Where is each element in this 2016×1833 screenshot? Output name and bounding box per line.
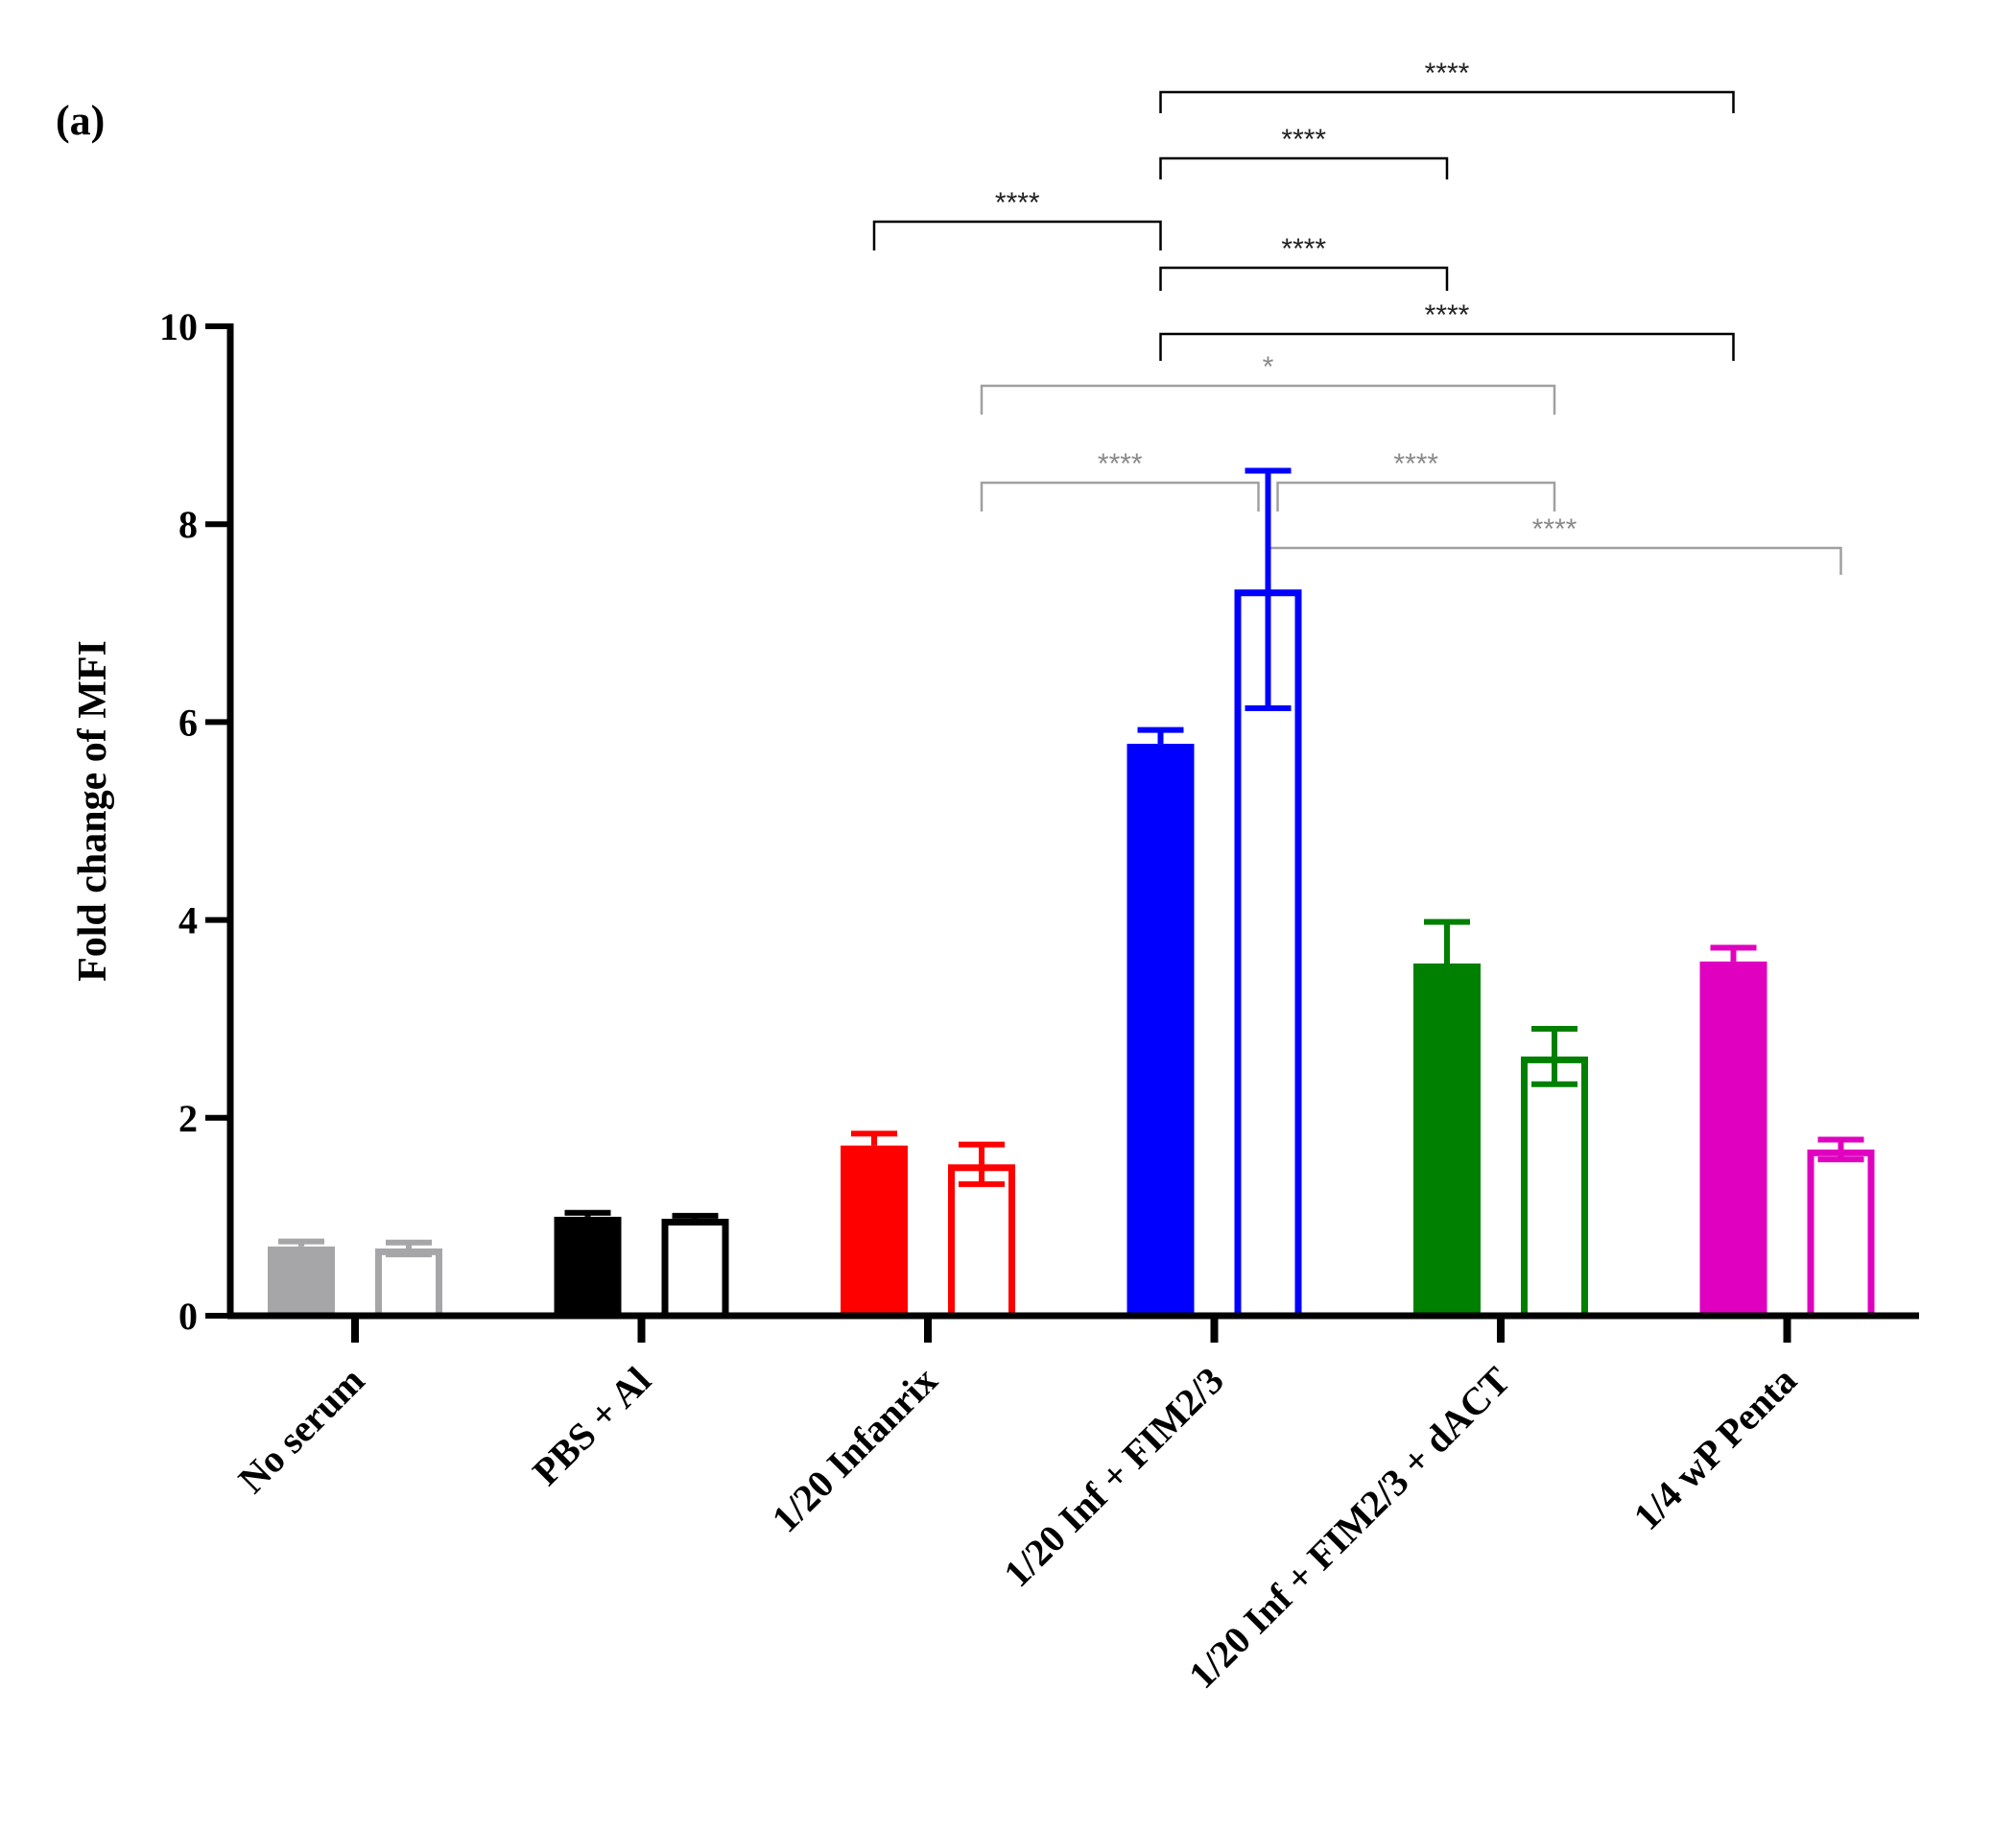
bracket-label-4: ****: [1425, 299, 1470, 331]
bracket-1: [1159, 156, 1449, 179]
bracket-label-1: ****: [1281, 124, 1326, 155]
bar-filled-no-serum: [268, 1246, 335, 1316]
x-tick-label-1: PBS + Al: [524, 1359, 659, 1494]
y-axis-label: Fold change of MFI: [71, 640, 115, 982]
bar-filled-1-4-wp-penta: [1699, 961, 1767, 1316]
bar-open-no-serum: [375, 1248, 442, 1320]
bracket-7: [1276, 481, 1556, 512]
bracket-label-7: ****: [1393, 448, 1438, 480]
x-tick-label-3: 1/20 Inf + FIM2/3: [995, 1359, 1232, 1596]
bar-filled-1-20-inf-fim2-3: [1127, 744, 1195, 1316]
significance-brackets: ************************* ********: [872, 58, 1842, 575]
axes: [205, 323, 1919, 1343]
bar-filled-pbs-al: [554, 1216, 622, 1316]
bracket-3: [1159, 266, 1449, 291]
bar-open-1-4-wp-penta: [1807, 1149, 1875, 1320]
bracket-2: [872, 220, 1162, 250]
y-tick-label-0: 0: [178, 1295, 198, 1338]
bar-open-1-20-infanrix: [948, 1164, 1015, 1320]
bracket-label-2: ****: [995, 187, 1040, 219]
bracket-label-3: ****: [1281, 233, 1326, 265]
y-tick-label-6: 6: [178, 701, 198, 744]
bar-open-pbs-al: [661, 1218, 729, 1320]
bracket-0: [1159, 90, 1735, 113]
y-tick-label-8: 8: [178, 503, 198, 546]
bracket-label-0: ****: [1425, 58, 1470, 89]
x-tick-label-0: No serum: [229, 1359, 372, 1502]
bracket-label-5: *: [1263, 351, 1274, 383]
y-tick-label-4: 4: [178, 899, 198, 942]
bar-filled-1-20-inf-fim2-3-dact: [1413, 963, 1481, 1316]
bracket-label-6: ****: [1098, 448, 1143, 480]
bar-filled-1-20-infanrix: [841, 1145, 908, 1316]
bracket-4: [1159, 332, 1735, 361]
y-tick-label-2: 2: [178, 1097, 198, 1140]
bracket-label-8: ****: [1532, 513, 1577, 545]
y-tick-label-10: 10: [159, 305, 198, 348]
bracket-5: [980, 384, 1556, 415]
x-tick-label-4: 1/20 Inf + FIM2/3 + dACT: [1180, 1358, 1519, 1697]
panel-label: (a): [56, 97, 105, 144]
bracket-8: [1267, 546, 1842, 575]
bars: [268, 467, 1875, 1320]
bracket-6: [980, 481, 1260, 512]
x-tick-label-2: 1/20 Infanrix: [764, 1359, 946, 1541]
bar-open-1-20-inf-fim2-3-dact: [1521, 1056, 1588, 1320]
x-tick-label-5: 1/4 wP Penta: [1625, 1359, 1804, 1538]
